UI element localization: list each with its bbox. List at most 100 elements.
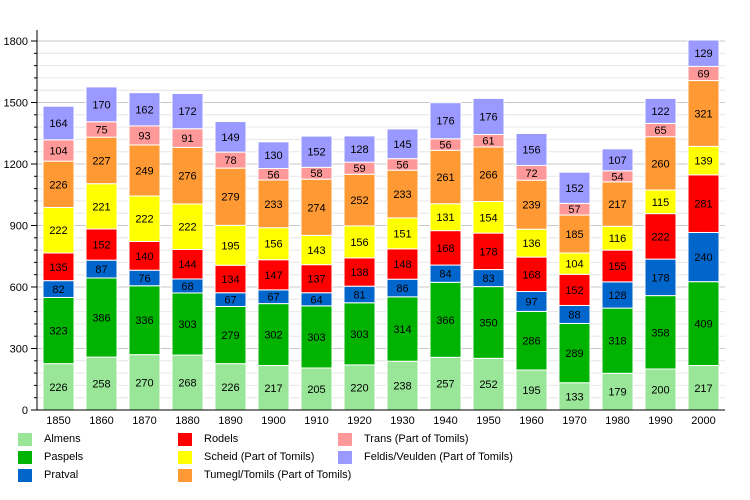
data-label: 136 — [522, 238, 540, 250]
data-label: 336 — [135, 315, 153, 327]
data-label: 56 — [396, 159, 408, 171]
data-label: 152 — [92, 240, 110, 252]
data-label: 148 — [393, 259, 411, 271]
data-label: 64 — [310, 294, 322, 306]
data-label: 252 — [350, 195, 368, 207]
bar-segment — [257, 259, 290, 291]
x-tick-label: 2000 — [691, 415, 715, 427]
data-label: 130 — [264, 150, 282, 162]
data-label: 200 — [651, 385, 669, 397]
y-tick-label: 0 — [22, 405, 28, 417]
data-label: 144 — [178, 259, 196, 271]
bar-segment — [85, 136, 118, 185]
data-label: 134 — [221, 274, 239, 286]
bar-segment — [472, 201, 505, 234]
bar-segment — [85, 356, 118, 411]
bar-segment — [644, 136, 677, 191]
data-label: 220 — [350, 382, 368, 394]
bar-segment — [386, 360, 419, 411]
data-label: 303 — [178, 319, 196, 331]
data-label: 240 — [694, 252, 712, 264]
bar-segment — [644, 368, 677, 411]
bar-segment — [128, 354, 161, 411]
bar-segment — [644, 97, 677, 124]
data-label: 139 — [694, 156, 712, 168]
x-tick-label: 1890 — [218, 415, 242, 427]
data-label: 226 — [49, 179, 67, 191]
data-label: 227 — [92, 155, 110, 167]
bar-segment — [171, 354, 204, 411]
data-label: 195 — [522, 385, 540, 397]
data-label: 249 — [135, 165, 153, 177]
bar-segment — [85, 86, 118, 123]
bar-segment — [300, 264, 333, 294]
data-label: 154 — [479, 212, 497, 224]
x-tick-label: 1900 — [261, 415, 285, 427]
bar-segment — [472, 97, 505, 135]
bar-segment — [257, 227, 290, 261]
bar-segment — [42, 105, 75, 141]
bar-segment — [214, 224, 247, 266]
bar-segment — [42, 206, 75, 254]
data-label: 57 — [568, 204, 580, 216]
data-label: 145 — [393, 139, 411, 151]
data-label: 164 — [49, 118, 67, 130]
bar-segment — [386, 169, 419, 219]
x-tick-label: 1870 — [132, 415, 156, 427]
y-tick-label: 300 — [10, 344, 28, 356]
bar-segment — [300, 135, 333, 168]
bar-segment — [128, 144, 161, 197]
data-label: 226 — [49, 382, 67, 394]
data-label: 233 — [393, 189, 411, 201]
bar-segment — [171, 248, 204, 280]
data-label: 172 — [178, 106, 196, 118]
data-label: 222 — [178, 222, 196, 234]
data-label: 261 — [436, 172, 454, 184]
bar-segment — [257, 179, 290, 229]
data-label: 179 — [608, 387, 626, 399]
data-label: 61 — [482, 136, 494, 148]
data-label: 279 — [221, 330, 239, 342]
data-label: 149 — [221, 132, 239, 144]
data-label: 358 — [651, 327, 669, 339]
x-tick-label: 1910 — [304, 415, 328, 427]
data-label: 133 — [565, 391, 583, 403]
data-label: 226 — [221, 382, 239, 394]
data-label: 59 — [353, 163, 365, 175]
bar-segment — [257, 303, 290, 367]
data-label: 409 — [694, 319, 712, 331]
data-label: 281 — [694, 199, 712, 211]
data-label: 56 — [439, 140, 451, 152]
bar-segment — [300, 234, 333, 266]
data-label: 238 — [393, 381, 411, 393]
data-label: 217 — [264, 383, 282, 395]
data-label: 67 — [224, 295, 236, 307]
bar-segment — [257, 141, 290, 170]
data-label: 140 — [135, 251, 153, 263]
data-label: 270 — [135, 377, 153, 389]
bar-segment — [472, 286, 505, 359]
data-label: 279 — [221, 192, 239, 204]
bar-segment — [171, 292, 204, 356]
data-label: 115 — [652, 197, 670, 209]
bar-segment — [386, 248, 419, 280]
data-label: 386 — [92, 313, 110, 325]
bar-segment — [171, 92, 204, 130]
bar-segment — [644, 213, 677, 260]
data-label: 222 — [49, 225, 67, 237]
bar-segment — [214, 363, 247, 411]
data-label: 252 — [479, 379, 497, 391]
data-label: 138 — [350, 267, 368, 279]
bar-segment — [472, 232, 505, 271]
data-label: 168 — [436, 243, 454, 255]
bar-segment — [429, 149, 462, 205]
data-label: 222 — [651, 231, 669, 243]
data-label: 266 — [479, 169, 497, 181]
data-label: 84 — [439, 269, 451, 281]
data-label: 82 — [52, 284, 64, 296]
bar-segment — [601, 148, 634, 172]
data-label: 104 — [565, 259, 583, 271]
data-label: 258 — [92, 379, 110, 391]
data-label: 152 — [565, 285, 583, 297]
data-label: 289 — [565, 348, 583, 360]
